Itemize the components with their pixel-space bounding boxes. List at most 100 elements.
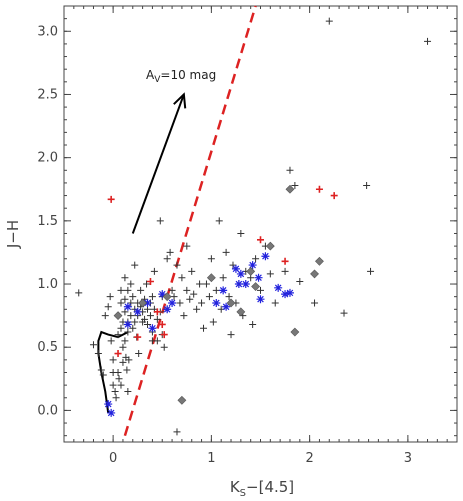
black-cross-point (124, 387, 132, 395)
gray-diamond-point (177, 395, 187, 405)
black-cross-point (367, 267, 375, 275)
black-cross-point (121, 295, 129, 303)
blue-star-point (285, 288, 294, 297)
gray-diamond-point (310, 269, 319, 279)
y-tick-label: 2.5 (37, 87, 58, 102)
gray-diamond-point (162, 292, 172, 302)
black-cross-point (124, 286, 132, 294)
blue-star-point (148, 324, 157, 333)
black-cross-point (188, 267, 196, 275)
black-cross-point (173, 261, 181, 269)
black-cross-point (89, 341, 97, 349)
black-cross-point (119, 358, 127, 366)
black-cross-point (129, 293, 137, 301)
black-cross-point (104, 303, 112, 311)
blue-star-point (248, 261, 257, 270)
black-cross-point (257, 286, 264, 294)
y-tick-label: 1.5 (37, 214, 58, 229)
x-tick-label: 0 (109, 451, 117, 466)
black-cross-point (291, 181, 299, 189)
black-cross-point (112, 394, 120, 402)
black-cross-point (202, 280, 210, 288)
black-cross-point (131, 261, 139, 269)
red-cross-point (281, 257, 289, 265)
black-cross-point (296, 278, 304, 286)
black-cross-point (200, 324, 208, 332)
black-cross-point (219, 274, 227, 282)
blue-star-point (222, 302, 231, 311)
gray-diamond-point (206, 273, 216, 283)
black-cross-point (168, 286, 176, 294)
x-tick-label: 3 (404, 451, 412, 466)
black-cross-point (127, 299, 135, 307)
black-cross-point (156, 217, 164, 225)
black-cross-point (209, 318, 217, 326)
reddening-vector-label: AV=10 mag (146, 68, 216, 85)
blue-star-point (261, 252, 270, 261)
black-cross-point (227, 331, 235, 339)
black-cross-point (114, 331, 122, 339)
black-cross-point (281, 267, 289, 275)
blue-star-point (107, 408, 116, 417)
black-cross-point (119, 343, 127, 351)
black-cross-point (127, 312, 135, 320)
black-cross-point (424, 37, 432, 45)
black-cross-point (114, 368, 122, 376)
black-cross-point (311, 299, 319, 307)
blue-star-point (231, 264, 240, 273)
blue-star-point (234, 280, 243, 289)
black-cross-point (109, 356, 117, 364)
black-cross-point (101, 312, 109, 320)
blue-star-point (104, 400, 113, 409)
black-cross-point (125, 356, 133, 364)
black-cross-point (123, 366, 131, 374)
y-tick-label: 2.0 (37, 151, 58, 166)
black-cross-point (153, 337, 161, 345)
black-cross-point (178, 274, 186, 282)
black-cross-point (183, 242, 191, 250)
y-tick-label: 1.0 (37, 277, 58, 292)
y-axis-title: J−H (4, 220, 22, 249)
black-cross-point (222, 248, 230, 256)
blue-star-point (123, 320, 132, 329)
black-cross-point (173, 428, 181, 436)
black-cross-point (325, 17, 333, 25)
reddening-band-line (123, 5, 257, 437)
blue-star-point (236, 269, 245, 278)
black-cross-point (75, 289, 83, 297)
reddening-vector-arrowhead (173, 92, 187, 109)
x-axis-title: KS−[4.5] (230, 478, 294, 499)
black-cross-point (153, 315, 161, 323)
blue-star-point (143, 298, 152, 307)
black-cross-point (183, 286, 191, 294)
black-cross-point (124, 328, 132, 336)
reddening-vector-arrow (131, 94, 185, 234)
black-cross-point (225, 293, 233, 301)
black-cross-point (117, 324, 125, 332)
black-cross-point (205, 293, 213, 301)
gray-diamond-point (290, 327, 300, 337)
intrinsic-color-locus (97, 330, 129, 414)
gray-diamond-point (113, 311, 123, 321)
x-axis-ticks: 0 1 2 3 (63, 6, 458, 466)
black-cross-point (286, 166, 294, 174)
blue-star-point (254, 273, 263, 282)
black-cross-point (170, 293, 178, 301)
black-cross-point (117, 286, 125, 294)
black-cross-point (106, 293, 114, 301)
red-cross-point (107, 195, 115, 203)
black-cross-point (107, 337, 115, 345)
black-cross-point (141, 315, 149, 323)
black-cross-point (207, 255, 215, 263)
black-cross-point (176, 299, 184, 307)
blue-star-point (219, 286, 228, 295)
black-cross-point (115, 375, 123, 383)
red-cross-point (134, 333, 142, 341)
black-cross-point (121, 337, 129, 345)
black-cross-point (186, 295, 194, 303)
black-cross-point (150, 267, 158, 275)
red-cross-point (146, 278, 154, 286)
black-cross-point (163, 255, 171, 263)
red-cross-point (114, 350, 122, 358)
